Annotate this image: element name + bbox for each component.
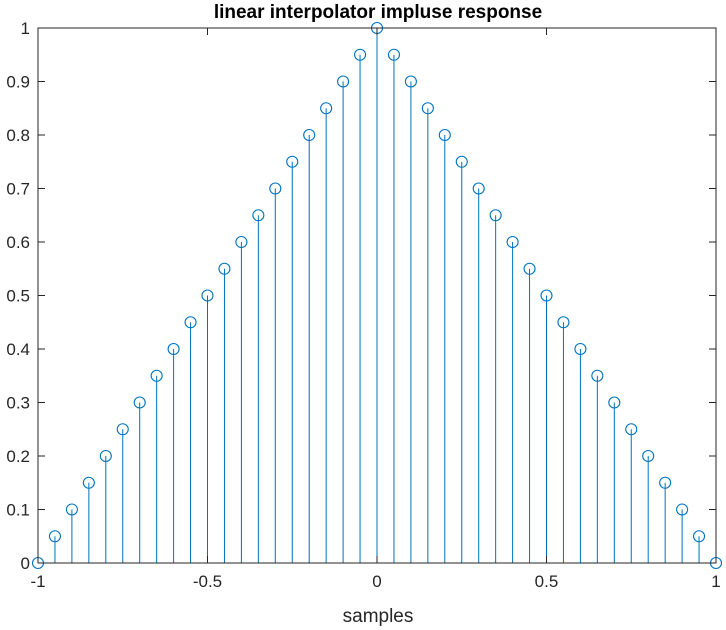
stem-marker [269,182,282,195]
stem-marker [659,476,672,489]
stem-marker [591,369,604,382]
stem-marker [99,449,112,463]
x-tick-label: 0.5 [535,572,559,591]
y-tick-label: 0.1 [6,501,30,520]
stem-marker [82,476,95,489]
stem-marker [608,396,621,409]
stem-marker [642,449,655,463]
stem-marker [557,316,570,329]
x-tick-label: -0.5 [193,572,222,591]
x-axis-ticks: -1 -0.5 0 0.5 1 [30,28,721,591]
stem-marker [421,102,434,115]
stem-marker [320,102,333,115]
stem-marker [692,530,706,543]
stem-marker [540,289,553,302]
stem-marker [167,342,180,356]
stem-marker [404,75,417,88]
stem-marker [48,530,62,543]
y-tick-label: 1 [21,19,30,38]
y-tick-label: 0.5 [6,287,30,306]
stem-marker [387,48,401,61]
stem-marker [218,262,231,275]
stem-marker [353,48,367,61]
x-tick-label: -1 [30,572,45,591]
stem-marker [625,423,638,436]
stem-marker [472,182,485,195]
y-tick-label: 0.2 [6,447,30,466]
stem-marker [506,235,519,249]
stem-marker [438,128,451,142]
y-tick-label: 0.3 [6,394,30,413]
x-tick-label: 0 [372,572,381,591]
stem-marker [676,503,689,516]
stem-marker [252,209,265,222]
stem-marker [133,396,146,409]
stem-marker [116,423,129,436]
stem-marker [303,128,316,142]
stem-marker [574,342,587,356]
y-tick-label: 0.6 [6,233,30,252]
stem-marker [235,235,248,249]
y-axis-ticks: 0 0.1 0.2 0.3 0.4 0.5 0.6 0.7 0.8 0.9 1 [6,19,716,573]
y-tick-label: 0.7 [6,180,30,199]
y-tick-label: 0.8 [6,126,30,145]
stem-marker [337,75,350,88]
y-tick-label: 0.9 [6,73,30,92]
stem-marker [523,262,536,275]
stem-marker [65,503,78,516]
x-tick-label: 1 [711,572,720,591]
stem-marker [286,155,299,168]
stem-marker [150,369,163,382]
stem-series [31,21,723,570]
stem-marker [455,155,468,168]
x-axis-label: samples [343,606,414,627]
stem-marker [201,289,214,302]
stem-marker [184,316,197,329]
y-tick-label: 0 [21,554,30,573]
chart-title: linear interpolator impluse response [214,2,542,23]
y-tick-label: 0.4 [6,340,30,359]
stem-marker [489,209,502,222]
